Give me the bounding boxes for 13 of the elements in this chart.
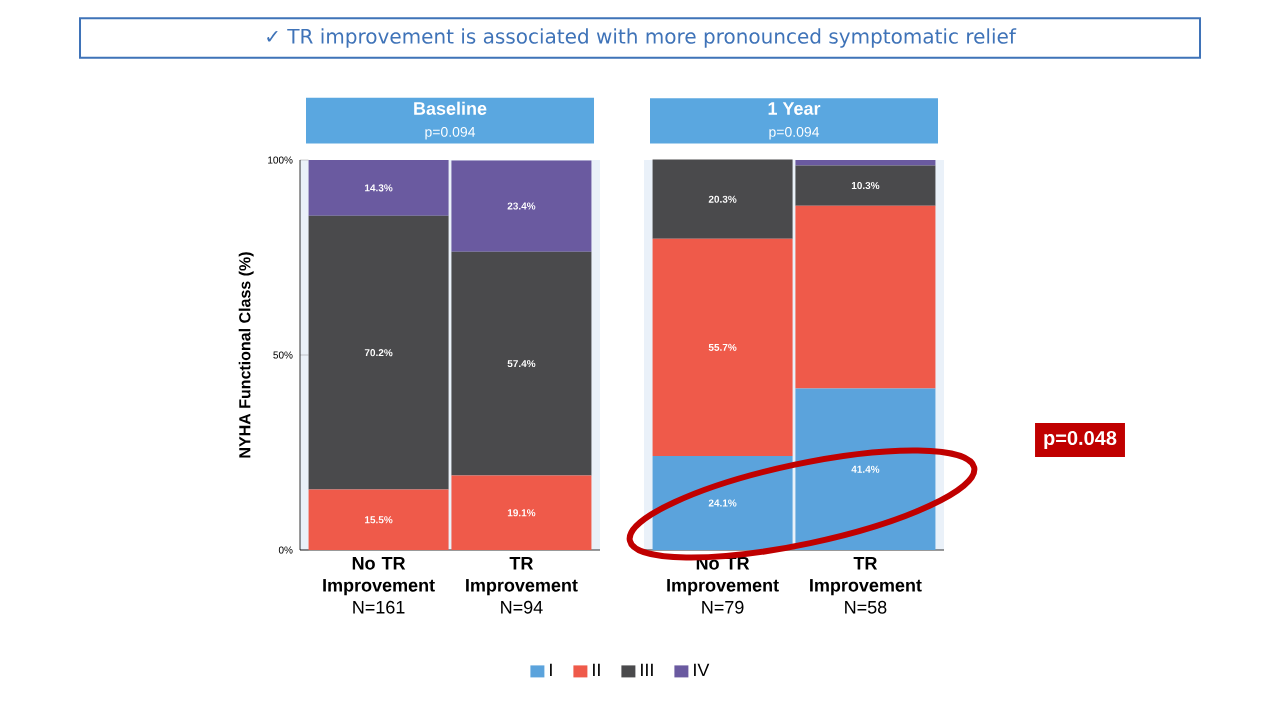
text: p=0.048	[1044, 430, 1117, 450]
chart-title: 1 Year	[768, 102, 821, 115]
legend-label: III	[641, 663, 653, 677]
x-tick-label: No TR Improvement N=161	[323, 557, 435, 614]
x-tick-label: TR Improvement N=94	[466, 557, 578, 614]
legend-label: IV	[694, 663, 710, 677]
text: ✓ TR improvement is associated with more pronounced symptomatic relief	[267, 28, 1017, 48]
chart-title: Baseline	[414, 101, 487, 115]
legend-label: I	[550, 663, 552, 677]
y-axis-title: NYHA Functional Class (%)	[238, 252, 254, 458]
legend-label: II	[593, 663, 600, 677]
bar	[795, 160, 936, 166]
x-tick-label: TR Improvement N=58	[810, 557, 922, 614]
